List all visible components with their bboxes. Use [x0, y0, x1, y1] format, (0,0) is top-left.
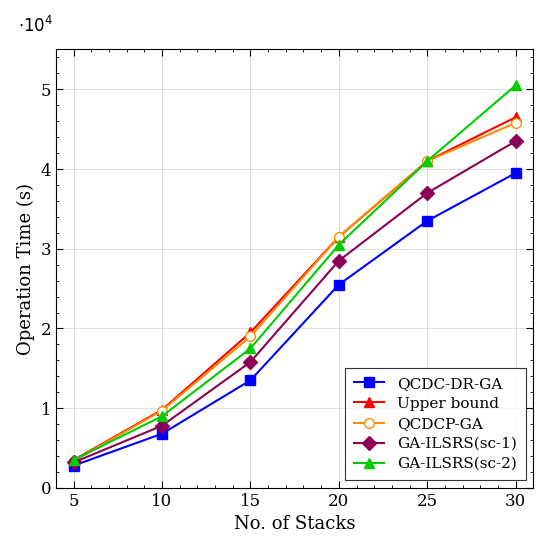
- QCDCP-GA: [424, 158, 431, 164]
- Upper bound: [159, 406, 166, 413]
- GA-ILSRS(sc-1): [70, 459, 77, 466]
- Line: GA-ILSRS(sc-2): GA-ILSRS(sc-2): [69, 80, 520, 465]
- Upper bound: [336, 234, 342, 240]
- Y-axis label: Operation Time (s): Operation Time (s): [16, 183, 35, 355]
- GA-ILSRS(sc-1): [247, 359, 254, 365]
- QCDCP-GA: [70, 458, 77, 464]
- QCDC-DR-GA: [70, 463, 77, 469]
- GA-ILSRS(sc-1): [513, 138, 519, 145]
- Text: $\cdot10^4$: $\cdot10^4$: [18, 16, 53, 36]
- QCDC-DR-GA: [247, 377, 254, 383]
- Line: Upper bound: Upper bound: [69, 112, 520, 465]
- GA-ILSRS(sc-2): [70, 456, 77, 463]
- Line: QCDCP-GA: QCDCP-GA: [69, 118, 520, 466]
- GA-ILSRS(sc-2): [336, 241, 342, 248]
- QCDCP-GA: [336, 234, 342, 240]
- QCDC-DR-GA: [513, 170, 519, 177]
- Upper bound: [513, 114, 519, 120]
- GA-ILSRS(sc-2): [159, 413, 166, 420]
- GA-ILSRS(sc-1): [336, 257, 342, 264]
- QCDCP-GA: [247, 333, 254, 340]
- GA-ILSRS(sc-1): [424, 190, 431, 196]
- Upper bound: [70, 456, 77, 463]
- QCDC-DR-GA: [424, 218, 431, 224]
- QCDCP-GA: [159, 408, 166, 414]
- Upper bound: [247, 329, 254, 336]
- QCDC-DR-GA: [159, 431, 166, 437]
- Line: QCDC-DR-GA: QCDC-DR-GA: [69, 168, 520, 470]
- Line: GA-ILSRS(sc-1): GA-ILSRS(sc-1): [69, 136, 520, 468]
- Legend: QCDC-DR-GA, Upper bound, QCDCP-GA, GA-ILSRS(sc-1), GA-ILSRS(sc-2): QCDC-DR-GA, Upper bound, QCDCP-GA, GA-IL…: [345, 367, 526, 480]
- GA-ILSRS(sc-1): [159, 422, 166, 429]
- X-axis label: No. of Stacks: No. of Stacks: [234, 515, 355, 534]
- QCDC-DR-GA: [336, 282, 342, 288]
- GA-ILSRS(sc-2): [247, 345, 254, 351]
- Upper bound: [424, 158, 431, 164]
- GA-ILSRS(sc-2): [513, 82, 519, 89]
- QCDCP-GA: [513, 119, 519, 126]
- GA-ILSRS(sc-2): [424, 158, 431, 164]
